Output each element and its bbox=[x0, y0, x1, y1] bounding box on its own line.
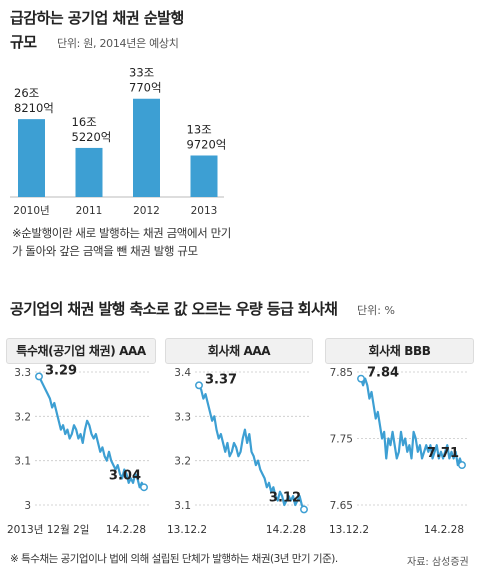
y-tick-label: 3.3 bbox=[174, 411, 191, 423]
line-chart-corp-bbb: 7.65 7.75 7.85 7.84 7.71 13.12.2 14.2.28 bbox=[329, 366, 468, 536]
bar-category-label: 2013 bbox=[191, 205, 218, 217]
panel-header-corp-aaa: 회사채 AAA bbox=[165, 338, 313, 364]
y-tick-label: 3 bbox=[24, 500, 31, 512]
end-value-label: 3.04 bbox=[109, 468, 141, 483]
end-point bbox=[140, 483, 148, 492]
line-charts: 3 3.1 3.2 3.3 3.29 3.04 2013년 12월 2일 14.2.28 3.… bbox=[7, 363, 468, 536]
bar-value-label: 9720억 bbox=[187, 137, 227, 151]
end-value-label: 7.71 bbox=[427, 446, 459, 461]
series-line bbox=[38, 375, 145, 489]
bar-category-label: 2012 bbox=[133, 205, 160, 217]
bar-chart-title: 급감하는 공기업 채권 순발행 bbox=[10, 9, 184, 27]
start-point bbox=[195, 381, 203, 390]
bar-0 bbox=[18, 119, 45, 197]
start-value-label: 7.84 bbox=[367, 366, 399, 381]
y-tick-label: 7.85 bbox=[330, 367, 353, 379]
y-tick-label: 7.65 bbox=[330, 500, 353, 512]
bar-value-label: 5220억 bbox=[72, 130, 112, 144]
bar-3 bbox=[190, 155, 218, 197]
bar-chart-footnote: ※순발행이란 새로 발행하는 채권 금액에서 만기가 돌아와 갚은 금액을 뺀 … bbox=[12, 226, 231, 258]
end-point bbox=[300, 505, 308, 514]
bar-2 bbox=[133, 98, 160, 197]
x-tick-label: 13.12.2 bbox=[167, 524, 207, 536]
bar-category-label: 2010년 bbox=[13, 205, 49, 217]
bar-value-label: 8210억 bbox=[14, 101, 54, 115]
footnote: ※ 특수채는 공기업이나 법에 의해 설립된 단체가 발행하는 채권(3년 만기… bbox=[10, 553, 338, 565]
start-value-label: 3.37 bbox=[205, 372, 237, 387]
bar-value-label: 33조 bbox=[129, 66, 154, 80]
section2-unit: 단위: % bbox=[357, 304, 395, 317]
line-chart-corp-aaa: 3.1 3.2 3.3 3.4 3.37 3.12 13.12.2 14.2.28 bbox=[167, 367, 310, 536]
bar-chart-unit-note: 단위: 원, 2014년은 예상치 bbox=[57, 37, 179, 50]
y-tick-label: 3.4 bbox=[174, 367, 191, 379]
panel-header-corp-bbb: 회사채 BBB bbox=[325, 338, 474, 364]
start-point bbox=[35, 372, 43, 381]
x-tick-label: 13.12.2 bbox=[329, 524, 369, 536]
end-point bbox=[458, 461, 466, 470]
y-tick-label: 3.1 bbox=[174, 500, 191, 512]
y-tick-label: 3.3 bbox=[14, 367, 31, 379]
series-line bbox=[198, 384, 305, 510]
x-tick-label: 14.2.28 bbox=[266, 524, 306, 536]
x-tick-label: 14.2.28 bbox=[424, 524, 464, 536]
y-tick-label: 7.75 bbox=[330, 434, 353, 446]
bar-chart-title-line2: 규모 bbox=[10, 33, 37, 51]
start-value-label: 3.29 bbox=[45, 363, 77, 378]
end-value-label: 3.12 bbox=[269, 490, 301, 505]
bar-category-label: 2011 bbox=[76, 205, 103, 217]
bar-value-label: 13조 bbox=[187, 122, 212, 136]
y-tick-label: 3.1 bbox=[14, 456, 31, 468]
bar-1 bbox=[75, 147, 103, 197]
bar-value-label: 26조 bbox=[14, 86, 39, 100]
bar-value-label: 770억 bbox=[129, 81, 162, 95]
y-tick-label: 3.2 bbox=[174, 456, 191, 468]
x-tick-label: 14.2.28 bbox=[106, 524, 146, 536]
panel-header-special-bond: 특수채(공기업 채권) AAA bbox=[6, 338, 156, 364]
x-tick-label: 2013년 12월 2일 bbox=[7, 523, 89, 536]
series-line bbox=[359, 377, 464, 467]
section2-title: 공기업의 채권 발행 축소로 값 오르는 우량 등급 회사채 bbox=[10, 300, 338, 318]
start-point bbox=[357, 374, 365, 383]
y-tick-label: 3.2 bbox=[14, 411, 31, 423]
bar-value-label: 16조 bbox=[72, 115, 97, 129]
source: 자료: 삼성증권 bbox=[407, 557, 469, 568]
line-chart-special-bond: 3 3.1 3.2 3.3 3.29 3.04 2013년 12월 2일 14.2.28 bbox=[7, 363, 150, 536]
